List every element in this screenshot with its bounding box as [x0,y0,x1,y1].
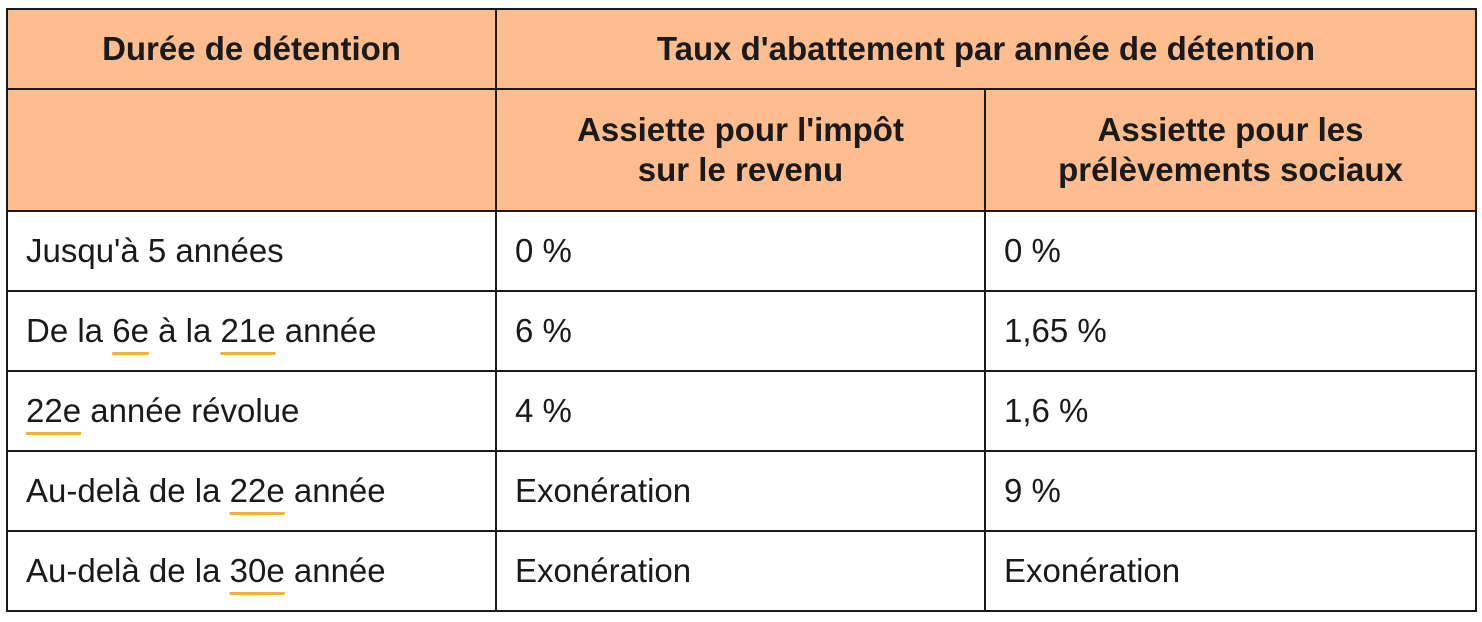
header-duree: Durée de détention [6,8,497,90]
duree-text: Au-delà de la [26,552,230,589]
header-row-2: Assiette pour l'impôt sur le revenu Assi… [6,88,1477,212]
header-assiette-ps: Assiette pour les prélèvements sociaux [984,88,1477,212]
abattement-table: Durée de détention Taux d'abattement par… [6,8,1477,612]
header-empty-cell [6,88,497,212]
cell-taux-ir: 4 % [495,370,986,452]
cell-duree: Au-delà de la 22e année [6,450,497,532]
duree-text: Jusqu'à 5 années [26,232,284,269]
cell-taux-ir: Exonération [495,450,986,532]
cell-taux-ps: Exonération [984,530,1477,612]
duree-text: De la [26,312,113,349]
duree-ordinal-link[interactable]: 22e [26,392,82,429]
table-row: Au-delà de la 22e année Exonération 9 % [6,450,1477,532]
header-assiette-ir: Assiette pour l'impôt sur le revenu [495,88,986,212]
duree-ordinal-link[interactable]: 21e [220,312,276,349]
cell-taux-ps: 1,6 % [984,370,1477,452]
duree-text: année [275,312,377,349]
duree-text: Au-delà de la [26,472,230,509]
header-taux-group: Taux d'abattement par année de détention [495,8,1477,90]
header-assiette-ir-line1: Assiette pour l'impôt [577,111,904,148]
duree-text: année révolue [81,392,300,429]
cell-taux-ps: 0 % [984,210,1477,292]
cell-taux-ir: 6 % [495,290,986,372]
cell-taux-ir: Exonération [495,530,986,612]
duree-ordinal-link[interactable]: 22e [229,472,285,509]
header-assiette-ir-line2: sur le revenu [637,151,844,188]
cell-taux-ir: 0 % [495,210,986,292]
cell-taux-ps: 1,65 % [984,290,1477,372]
duree-text: à la [148,312,221,349]
cell-duree: Au-delà de la 30e année [6,530,497,612]
header-assiette-ps-line2: prélèvements sociaux [1058,151,1403,188]
duree-ordinal-link[interactable]: 30e [229,552,285,589]
header-assiette-ps-line1: Assiette pour les [1097,111,1364,148]
table-row: 22e année révolue 4 % 1,6 % [6,370,1477,452]
header-row-1: Durée de détention Taux d'abattement par… [6,8,1477,90]
table-row: Jusqu'à 5 années 0 % 0 % [6,210,1477,292]
cell-taux-ps: 9 % [984,450,1477,532]
duree-text: année [284,552,386,589]
table-row: Au-delà de la 30e année Exonération Exon… [6,530,1477,612]
cell-duree: Jusqu'à 5 années [6,210,497,292]
cell-duree: 22e année révolue [6,370,497,452]
duree-text: année [284,472,386,509]
duree-ordinal-link[interactable]: 6e [112,312,149,349]
table-row: De la 6e à la 21e année 6 % 1,65 % [6,290,1477,372]
cell-duree: De la 6e à la 21e année [6,290,497,372]
